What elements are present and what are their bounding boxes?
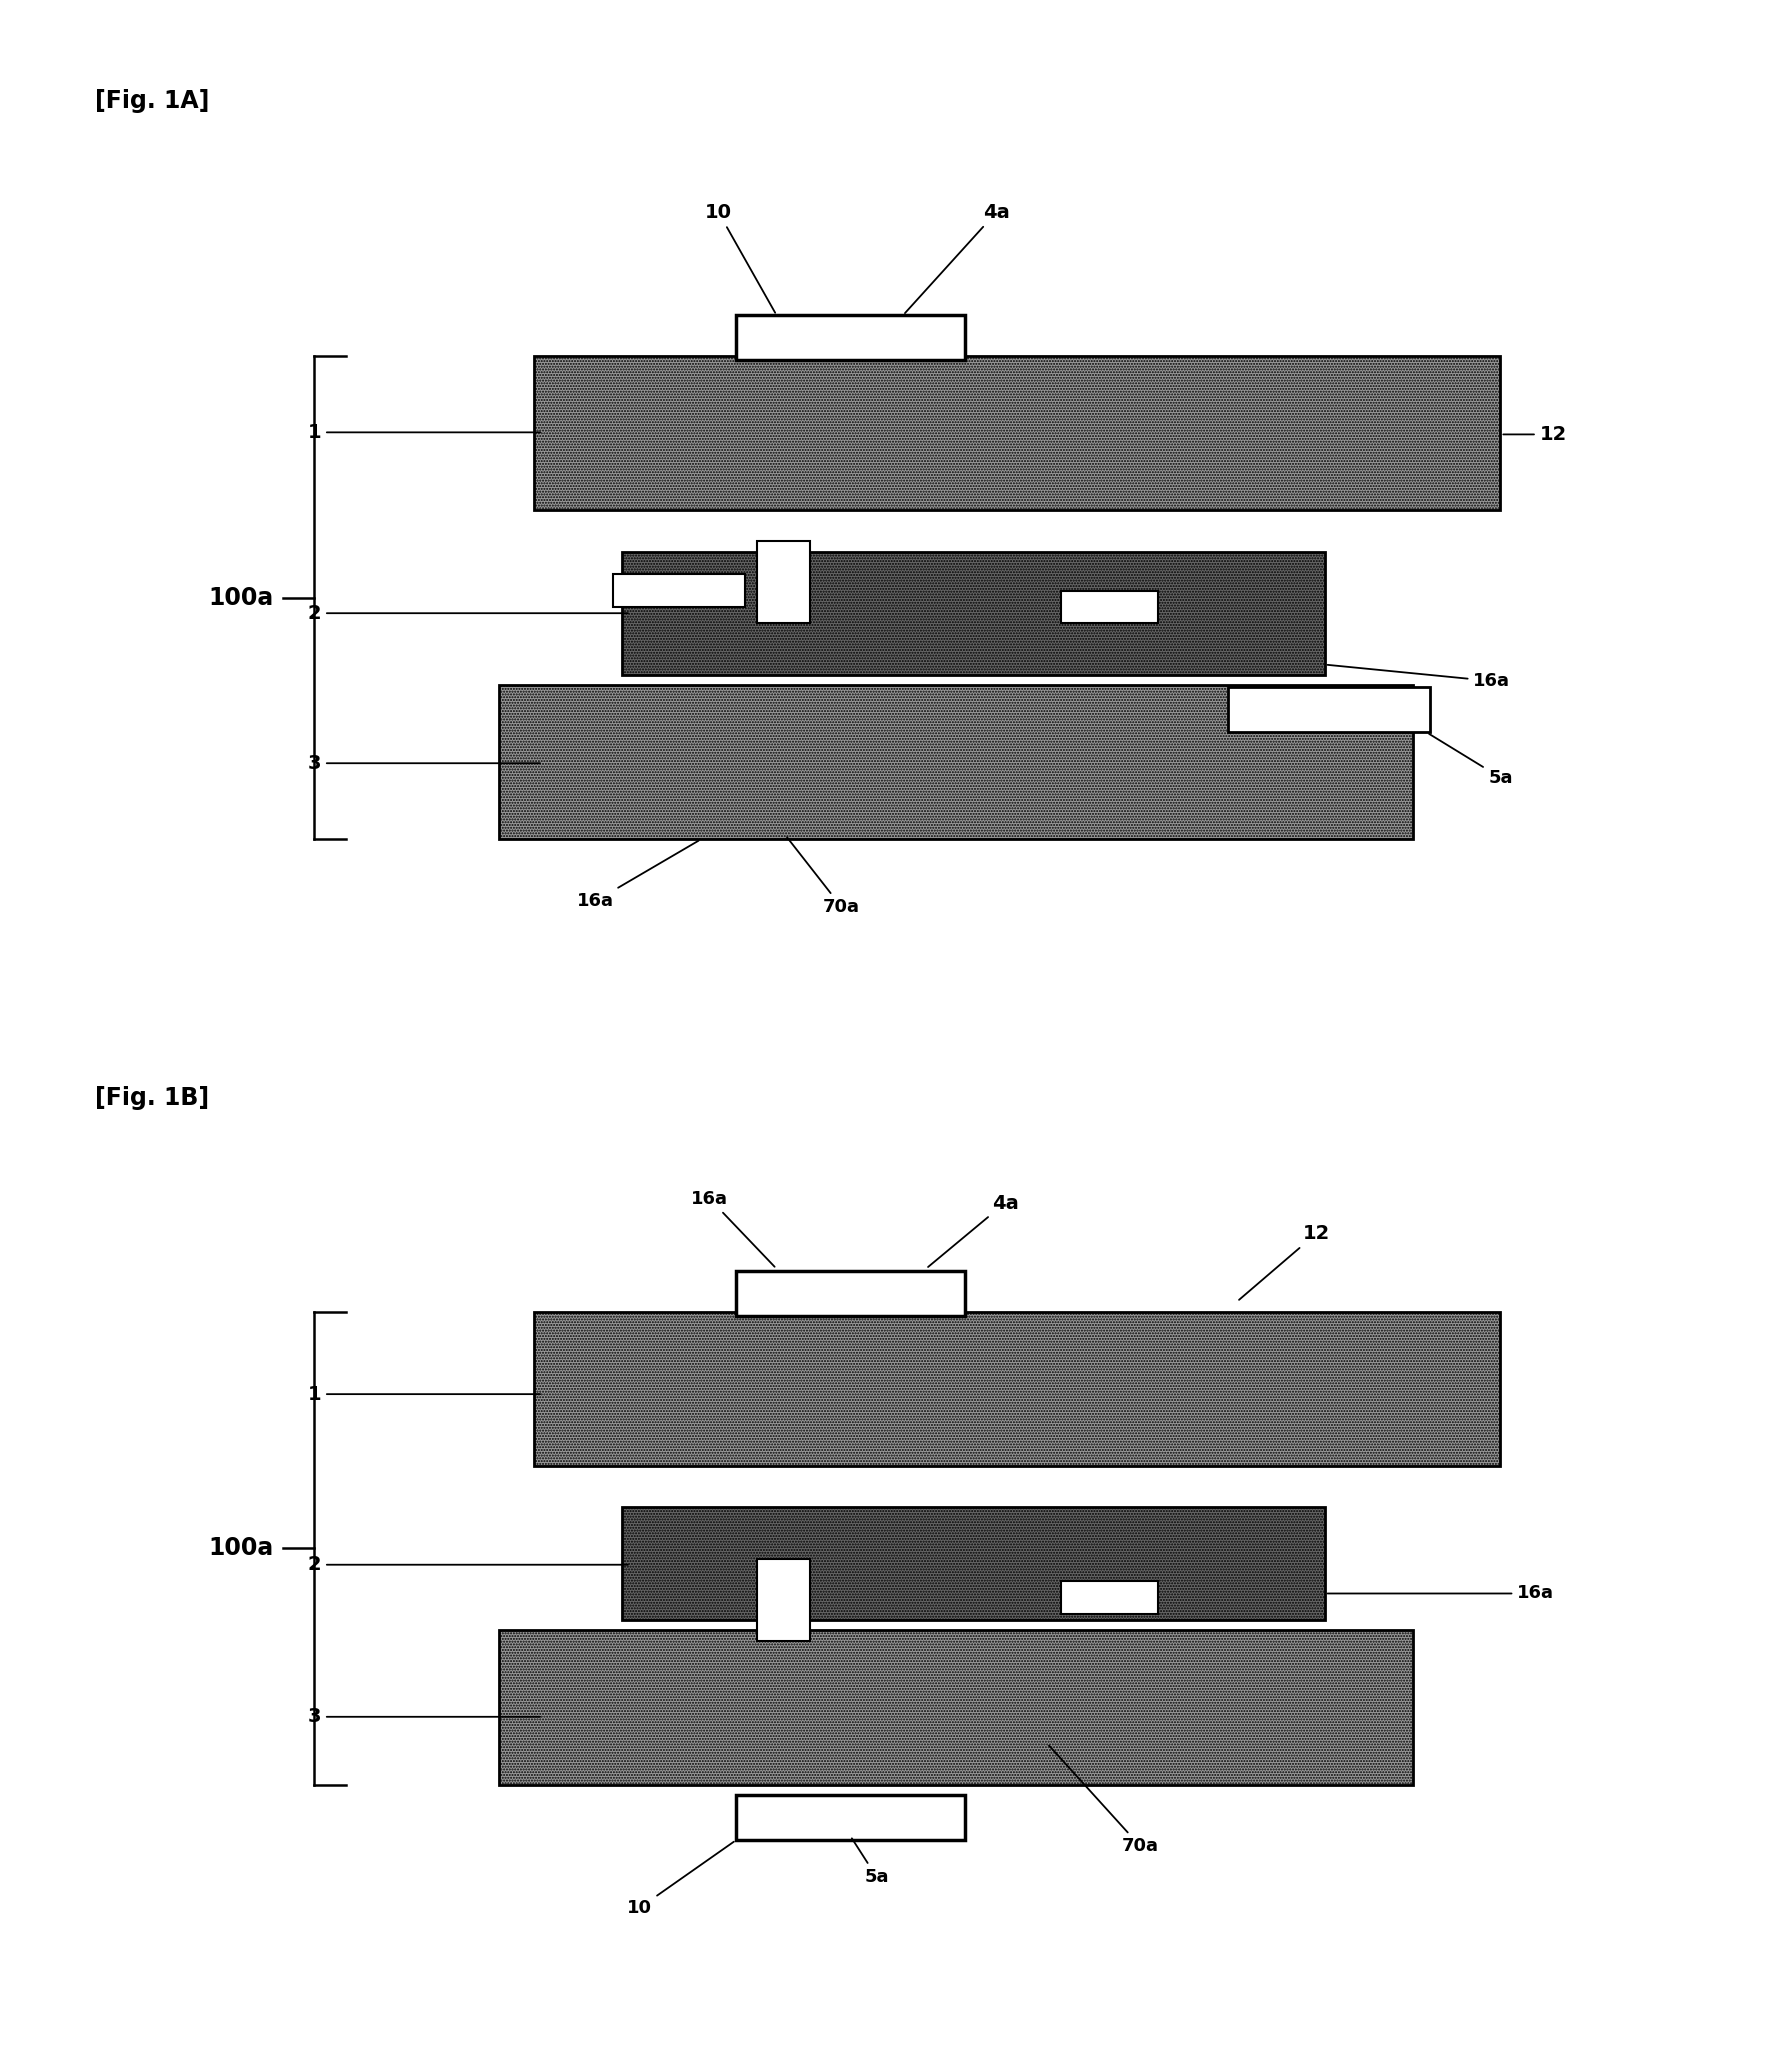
Bar xyxy=(499,1630,1413,1786)
Bar xyxy=(499,1630,1413,1786)
Text: 100a: 100a xyxy=(209,586,275,610)
Bar xyxy=(737,314,965,360)
Bar xyxy=(535,1312,1500,1467)
Text: 2: 2 xyxy=(308,1556,629,1575)
Text: 16a: 16a xyxy=(691,1190,774,1266)
Text: 2: 2 xyxy=(308,604,629,623)
Bar xyxy=(535,1312,1500,1467)
Text: 5a: 5a xyxy=(1429,734,1512,786)
Bar xyxy=(1061,590,1158,623)
Text: 4a: 4a xyxy=(928,1194,1018,1266)
Bar xyxy=(1227,687,1431,732)
Text: 16a: 16a xyxy=(1328,664,1511,691)
Text: [Fig. 1B]: [Fig. 1B] xyxy=(96,1086,209,1109)
Bar xyxy=(758,1558,809,1641)
Text: 70a: 70a xyxy=(786,838,861,917)
Text: 5a: 5a xyxy=(852,1839,889,1887)
Text: 12: 12 xyxy=(1240,1225,1330,1299)
Bar xyxy=(499,685,1413,840)
Bar xyxy=(622,552,1325,674)
Bar xyxy=(613,575,746,606)
Bar xyxy=(535,356,1500,511)
Text: 4a: 4a xyxy=(905,203,1009,312)
Text: 10: 10 xyxy=(705,203,776,312)
Text: 16a: 16a xyxy=(1328,1585,1555,1603)
Bar xyxy=(737,1270,965,1316)
Text: 12: 12 xyxy=(1504,424,1567,445)
Text: 70a: 70a xyxy=(1048,1746,1158,1856)
Bar xyxy=(622,1506,1325,1620)
Bar xyxy=(622,1506,1325,1620)
Bar xyxy=(622,552,1325,674)
Text: 3: 3 xyxy=(308,753,540,772)
Text: 100a: 100a xyxy=(209,1537,275,1560)
Text: 3: 3 xyxy=(308,1707,540,1726)
Text: [Fig. 1A]: [Fig. 1A] xyxy=(96,89,209,114)
Bar xyxy=(758,542,809,623)
Text: 1: 1 xyxy=(308,422,540,443)
Text: 16a: 16a xyxy=(577,840,698,910)
Bar xyxy=(1061,1581,1158,1614)
Bar xyxy=(737,1796,965,1839)
Text: 10: 10 xyxy=(627,1841,733,1916)
Bar xyxy=(499,685,1413,840)
Text: 1: 1 xyxy=(308,1384,540,1403)
Bar xyxy=(535,356,1500,511)
